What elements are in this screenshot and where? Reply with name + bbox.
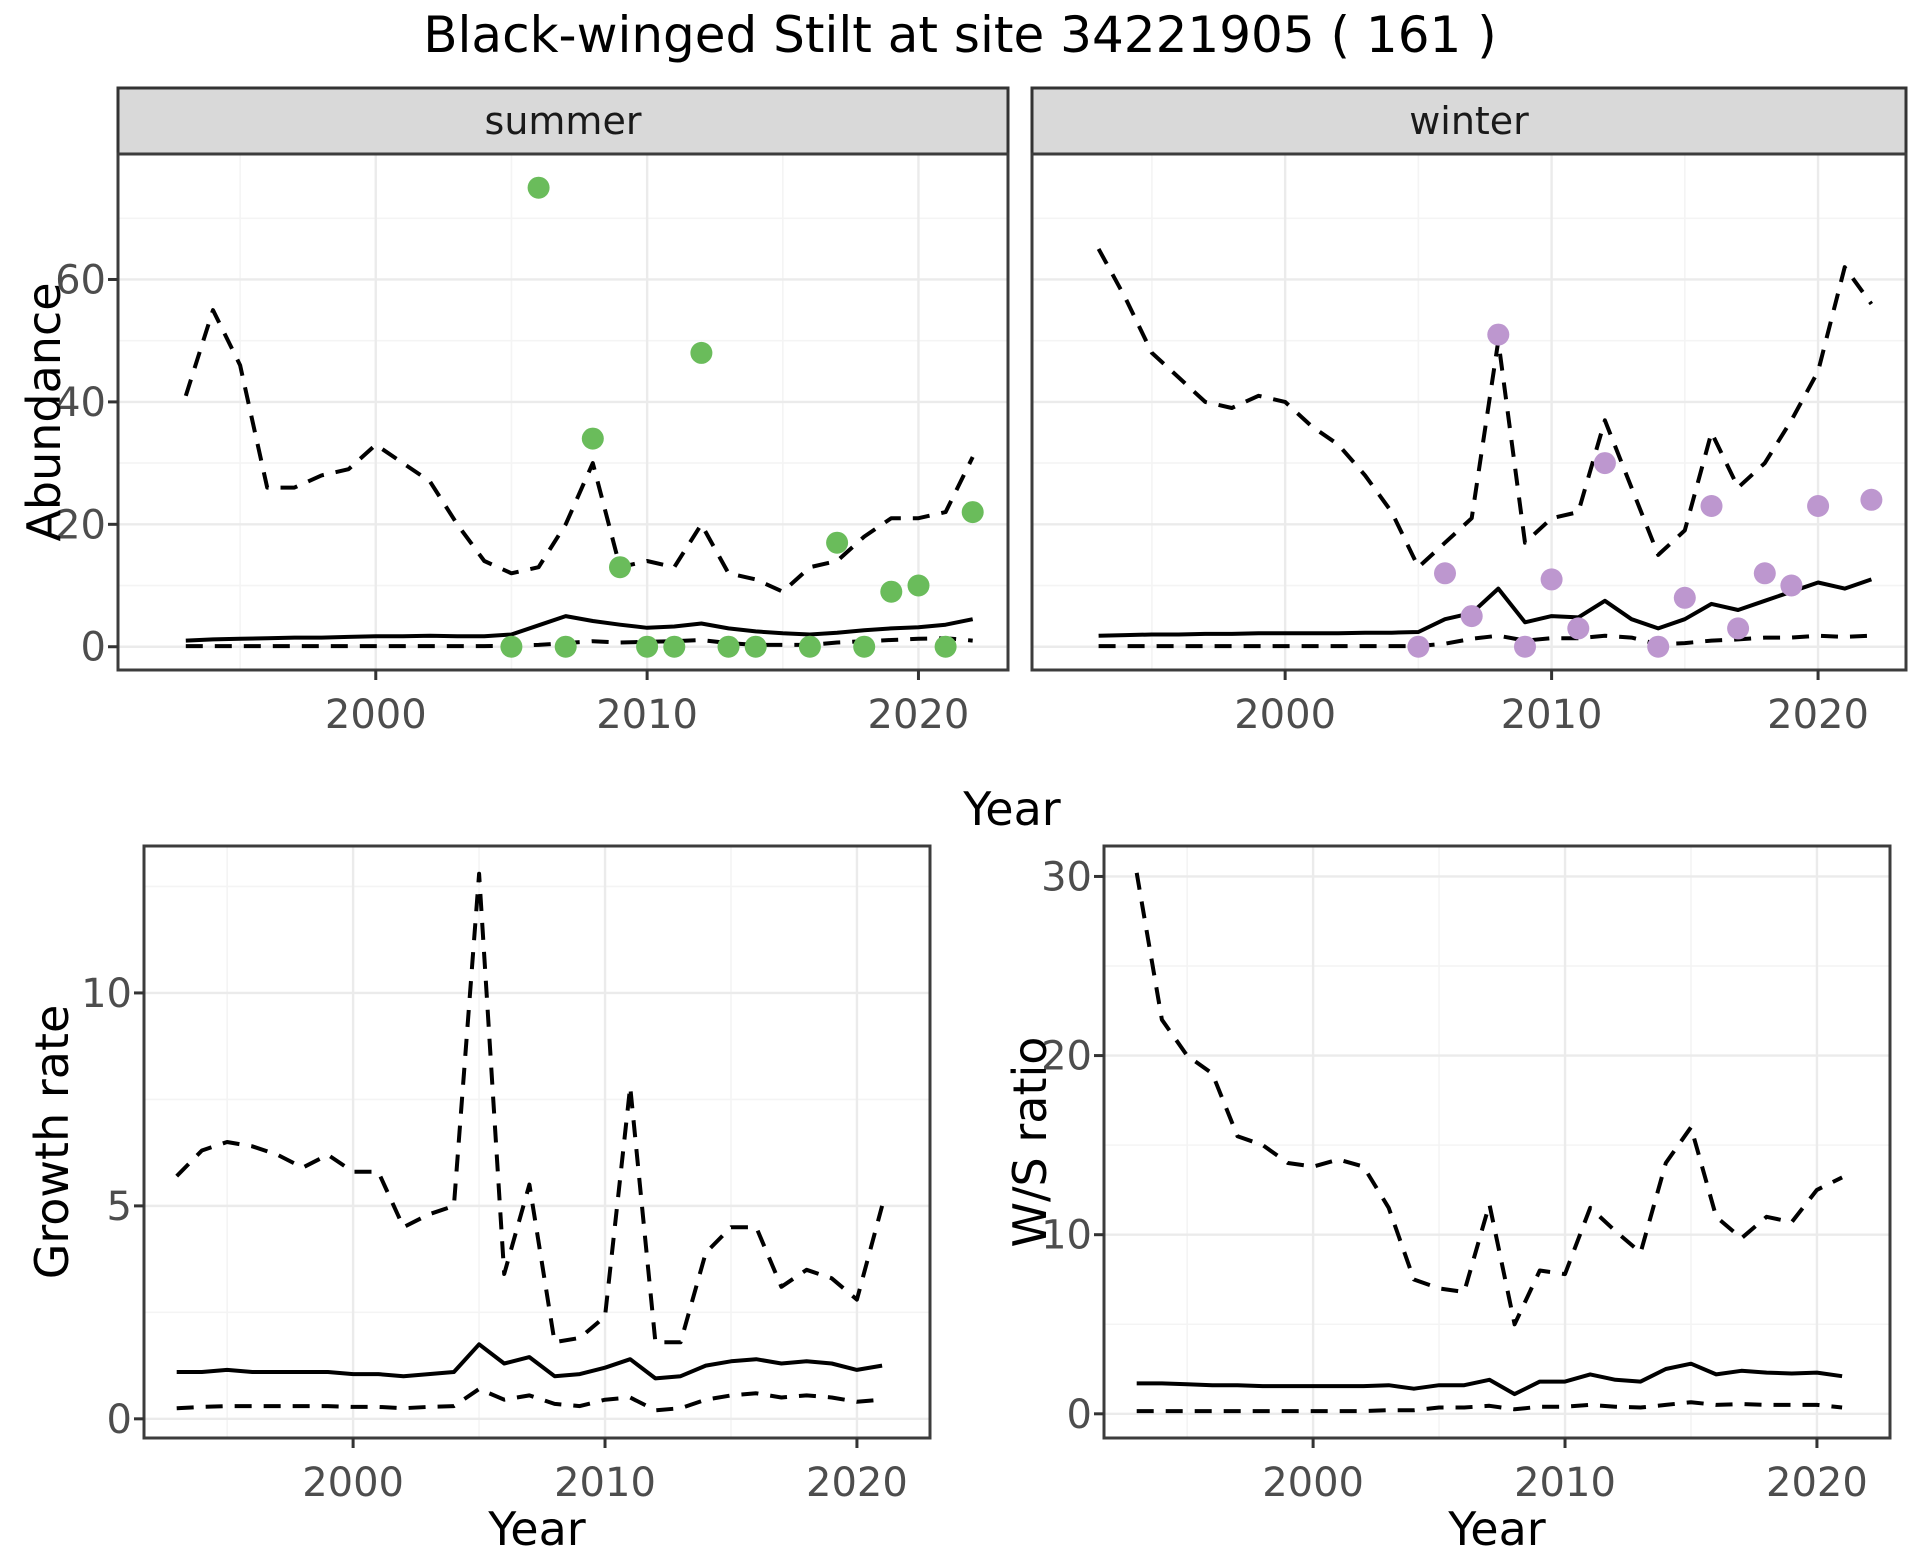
summer-data-point [527,176,550,199]
winter-data-point [1673,586,1696,609]
ws-panel-bg [1104,846,1890,1438]
summer-data-point [853,635,876,658]
x-tick-label: 2020 [1767,692,1869,738]
growth-panel-border [142,844,932,1440]
y-tick-label: 0 [1067,1392,1092,1438]
x-tick-label: 2000 [302,1460,404,1506]
x-tick-label: 2000 [1234,692,1336,738]
summer-data-point [826,531,849,554]
y-tick-label: 0 [107,1397,132,1443]
summer-data-point [798,635,821,658]
winter-data-point [1567,617,1590,640]
x-tick-label: 2010 [596,692,698,738]
facet-strip-winter [1030,86,1908,156]
ws-upper-ci-line [1134,872,1843,1327]
x-axis-title-year-growth: Year [488,1502,586,1556]
ws-lower-ci-line [1136,1400,1843,1414]
summer-upper-ci-line [183,308,975,594]
growth-panel: 2000 2010 2020 0 5 10 [81,844,932,1506]
summer-panel-border [116,152,1010,672]
winter-data-point [1540,568,1563,591]
x-tick-label: 2010 [554,1460,656,1506]
winter-data-point [1780,574,1803,597]
winter-panel-bg [1032,154,1906,670]
x-tick-label: 2000 [325,692,427,738]
ws-panel-border [1102,844,1892,1440]
y-tick-label: 10 [1041,1213,1092,1259]
summer-data-point [663,635,686,658]
winter-mean-line [1098,577,1873,638]
growth-panel-bg [144,846,930,1438]
winter-data-point [1514,635,1536,658]
y-axis-title-ws-ratio: W/S ratio [1003,1036,1057,1248]
summer-data-point [609,556,631,579]
growth-upper-ci-line [175,871,885,1345]
x-tick-label: 2020 [806,1460,908,1506]
summer-lower-ci-line [185,636,973,649]
summer-data-point [744,635,767,658]
x-axis-title-year-ws: Year [1448,1502,1546,1556]
y-axis-title-abundance: Abundance [17,282,71,542]
summer-mean-line [185,614,974,643]
winter-panel-border [1030,152,1908,672]
winter-data-point [1727,617,1750,640]
y-tick-label: 60 [55,257,106,303]
y-tick-label: 40 [55,380,106,426]
winter-data-point [1860,488,1883,511]
winter-data-point [1807,495,1830,517]
y-tick-label: 20 [55,502,106,548]
plot-title: Black-winged Stilt at site 34221905 ( 16… [423,6,1497,64]
y-tick-label: 10 [81,971,132,1017]
winter-lower-ci-line [1098,633,1872,649]
summer-panel-bg [118,154,1008,670]
y-tick-label: 30 [1041,854,1092,900]
facet-strip-label-summer: summer [484,99,642,143]
facet-strip-summer [116,86,1010,156]
summer-data-point [500,635,523,658]
summer-data-point [636,635,659,658]
x-tick-label: 2020 [1766,1460,1868,1506]
winter-data-point [1700,495,1723,517]
ws-panel: 2000 2010 2020 0 10 20 30 [1041,844,1892,1506]
winter-data-point [1407,635,1430,658]
x-axis-title-year-top: Year [963,782,1061,836]
growth-mean-line [176,1342,883,1381]
facet-strip-label-winter: winter [1409,99,1529,143]
summer-data-point [690,341,713,364]
x-tick-label: 2020 [868,692,970,738]
winter-upper-ci-line [1096,247,1874,570]
summer-data-point [581,427,604,450]
summer-data-point [907,574,930,597]
growth-lower-ci-line [176,1387,883,1413]
summer-data-point [934,635,957,658]
summer-data-point [961,501,984,524]
summer-data-point [717,635,740,658]
winter-data-point [1434,562,1456,585]
winter-data-point [1753,562,1776,585]
y-axis-title-growth-rate: Growth rate [25,1004,79,1280]
y-tick-label: 20 [1041,1034,1092,1080]
summer-data-point [880,580,903,603]
winter-data-point [1487,323,1510,346]
y-tick-label: 5 [107,1184,132,1230]
x-tick-label: 2000 [1262,1460,1364,1506]
winter-data-point [1460,605,1483,628]
x-tick-label: 2010 [1501,692,1603,738]
summer-data-point [554,635,577,658]
winter-panel: 2000 2010 2020 [1030,152,1908,738]
winter-data-point [1647,635,1670,658]
ws-mean-line [1136,1361,1843,1397]
y-tick-label: 0 [81,625,106,671]
x-tick-label: 2010 [1514,1460,1616,1506]
summer-panel: 2000 2010 2020 0 20 40 60 [55,152,1010,738]
winter-data-point [1593,452,1616,475]
